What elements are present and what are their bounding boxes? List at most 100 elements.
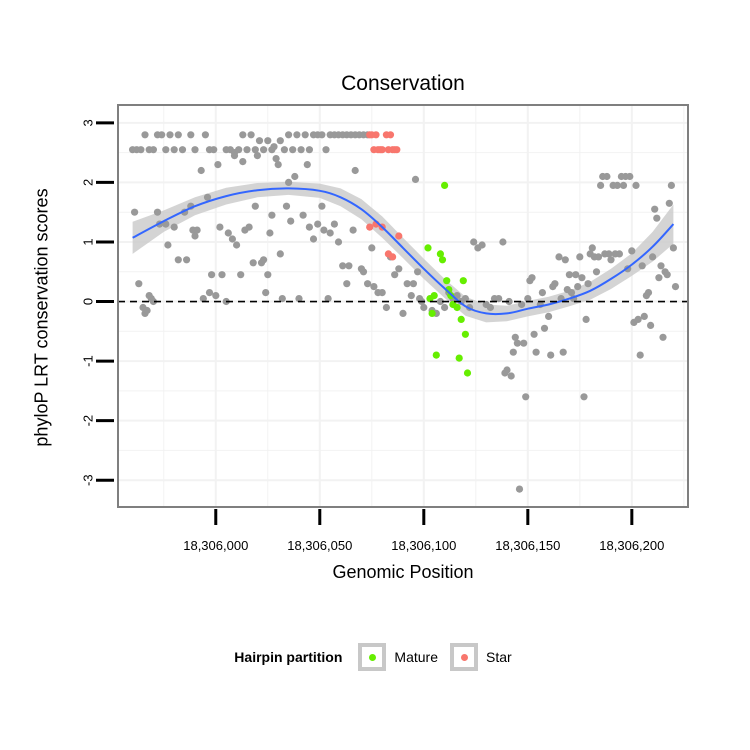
data-point-other [615,250,624,258]
confidence-ribbon-layer [132,181,674,323]
data-point-other [322,146,330,154]
data-point-other [518,300,526,309]
data-point-other [420,303,428,312]
data-point-other [262,289,270,297]
legend-swatch-mature [368,653,376,661]
y-tick-label: -1 [81,355,96,367]
data-point-other [318,202,326,210]
data-point-other [193,226,201,234]
data-point-star [386,131,395,139]
data-point-other [324,295,332,303]
data-point-other [345,262,353,270]
data-point-other [285,178,293,186]
data-point-other [170,146,178,154]
data-point-other [264,271,272,279]
data-point-other [330,220,338,228]
data-point-other [436,297,444,306]
data-point-other [135,280,143,288]
data-point-other [499,238,507,246]
data-point-other [141,131,149,139]
data-point-other [305,223,313,231]
data-point-other [309,235,318,243]
data-point-other [255,137,264,145]
data-point-other [582,315,590,323]
data-point-other [166,131,174,139]
data-point-other [545,312,553,320]
data-point-other [671,283,680,291]
data-point-other [403,280,411,288]
data-point-other [291,172,299,181]
data-point-other [149,297,157,306]
data-point-other [218,271,226,279]
data-point-mature [424,244,432,252]
data-point-star [366,223,374,231]
data-point-other [253,152,261,160]
data-point-other [640,312,648,320]
data-point-other [318,131,326,139]
data-point-other [212,292,220,300]
x-tick-label: 18,306,150 [495,538,560,553]
data-point-other [287,217,295,225]
data-point-other [170,223,178,231]
y-axis-label: phyloP LRT conservation scores [31,188,52,447]
data-point-mature [443,277,451,285]
data-point-mature [432,351,440,359]
data-point-other [137,146,145,154]
data-point-mature [463,369,472,377]
data-point-other [655,274,663,282]
data-point-other [607,256,615,264]
confidence-ribbon [132,181,674,323]
data-point-other [314,220,322,228]
data-point-other [511,333,519,341]
data-point-other [414,268,422,276]
data-point-other [203,193,212,201]
data-point-other [592,268,601,276]
data-point-other [663,271,671,279]
data-point-other [343,280,351,288]
data-point-other [268,211,276,219]
data-point-other [530,330,538,338]
data-point-other [409,280,417,288]
data-point-other [486,303,494,312]
data-point-other [647,321,655,329]
data-point-star [378,146,386,154]
data-point-other [382,303,390,312]
y-tick-label: 2 [81,179,96,186]
data-point-other [644,289,653,297]
data-point-other [632,181,640,189]
data-point-other [411,175,420,183]
data-point-other [574,283,582,291]
data-point-other [515,485,524,493]
panel-border [117,104,689,508]
data-point-other [295,295,303,303]
data-point-other [210,146,218,154]
y-tick-label: -3 [81,474,96,486]
data-point-other [657,262,665,270]
data-point-mature [453,303,461,312]
data-point-other [174,131,182,139]
data-point-other [613,181,621,189]
data-point-other [191,232,199,240]
data-point-other [378,289,386,297]
data-point-other [245,223,253,231]
chart-title: Conservation [341,72,465,95]
data-point-other [326,229,334,237]
data-point-other [289,146,297,154]
data-point-other [208,271,216,279]
data-point-other [153,208,162,216]
data-point-other [503,366,511,374]
data-point-other [391,271,399,279]
data-point-other [584,280,592,288]
data-point-other [636,351,644,359]
data-point-mature [457,315,465,323]
data-point-other [297,146,305,154]
data-point-other [251,146,259,154]
data-point-other [233,241,241,249]
data-point-star [389,253,397,261]
data-point-other [540,324,549,332]
data-point-other [667,181,676,189]
data-point-other [626,172,634,181]
data-point-other [251,202,259,210]
legend: Hairpin partition Mature Star [0,640,750,674]
